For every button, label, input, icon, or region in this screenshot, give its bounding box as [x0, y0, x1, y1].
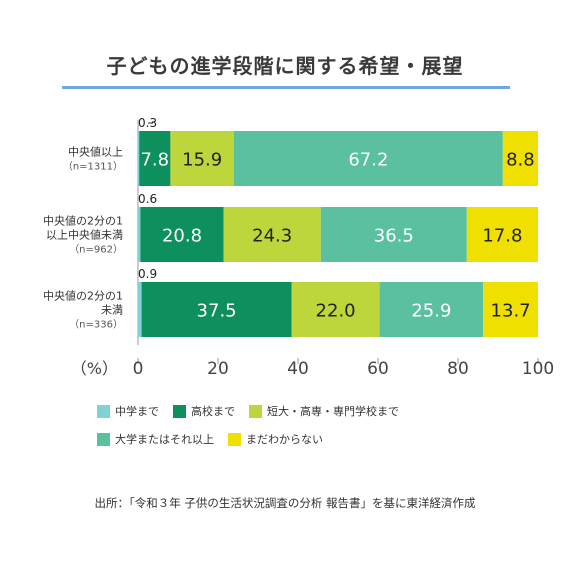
x-tick-label: 20 [207, 359, 229, 379]
data-label: 15.9 [182, 150, 222, 171]
legend-row: 中学まで 高校まで 短大・高専・専門学校まで [97, 402, 537, 420]
legend-swatch [249, 405, 262, 418]
stacked-bar-chart: 中央値以上（n=1311）中央値の2分の1以上中央値未満（n=962）中央値の2… [0, 0, 570, 400]
legend-row: 大学またはそれ以上 まだわからない [97, 430, 537, 448]
chart-legend: 中学まで 高校まで 短大・高専・専門学校まで大学またはそれ以上 まだわからない [97, 402, 537, 458]
bar-segment [138, 207, 140, 262]
data-label: 20.8 [162, 226, 202, 247]
legend-label: 高校まで [191, 403, 235, 419]
legend-label: まだわからない [246, 431, 323, 447]
data-label: 13.7 [491, 301, 531, 322]
category-label: 未満 [101, 304, 123, 317]
legend-swatch [173, 405, 186, 418]
data-label: 25.9 [411, 301, 451, 322]
data-label: 0.6 [138, 192, 157, 206]
category-n-label: （n=336） [69, 319, 123, 331]
x-tick-label: 80 [447, 359, 469, 379]
data-label: 17.8 [482, 226, 522, 247]
data-label: 7.8 [140, 150, 169, 171]
x-tick-label: 100 [522, 359, 554, 379]
category-label: 中央値の2分の1 [43, 290, 123, 303]
category-label: 中央値の2分の1 [43, 215, 123, 228]
legend-swatch [97, 405, 110, 418]
data-label: 24.3 [252, 226, 292, 247]
category-label: 以上中央値未満 [46, 229, 123, 242]
legend-swatch [228, 433, 241, 446]
x-tick-label: 60 [367, 359, 389, 379]
x-tick-label: 0 [133, 359, 144, 379]
bar-segment [138, 282, 142, 337]
data-label: 67.2 [348, 150, 388, 171]
data-label: 36.5 [374, 226, 414, 247]
category-n-label: （n=962） [69, 244, 123, 256]
legend-label: 短大・高専・専門学校まで [267, 403, 399, 419]
legend-label: 中学まで [115, 403, 159, 419]
data-label: 0.3 [138, 116, 157, 130]
data-label: 22.0 [316, 301, 356, 322]
category-label: 中央値以上 [68, 146, 123, 159]
bar-segment [138, 131, 139, 186]
legend-label: 大学またはそれ以上 [115, 431, 214, 447]
legend-item: 短大・高専・専門学校まで [249, 403, 399, 419]
x-axis-unit-label: （%） [71, 359, 118, 378]
legend-item: 高校まで [173, 403, 235, 419]
data-label: 8.8 [506, 150, 535, 171]
x-tick-label: 40 [287, 359, 309, 379]
legend-item: まだわからない [228, 431, 323, 447]
data-label: 37.5 [197, 301, 237, 322]
data-label: 0.9 [138, 267, 157, 281]
legend-item: 大学またはそれ以上 [97, 431, 214, 447]
source-note: 出所：「令和３年 子供の生活状況調査の分析 報告書」を基に東洋経済作成 [0, 495, 570, 511]
category-n-label: （n=1311） [63, 161, 123, 173]
legend-item: 中学まで [97, 403, 159, 419]
legend-swatch [97, 433, 110, 446]
